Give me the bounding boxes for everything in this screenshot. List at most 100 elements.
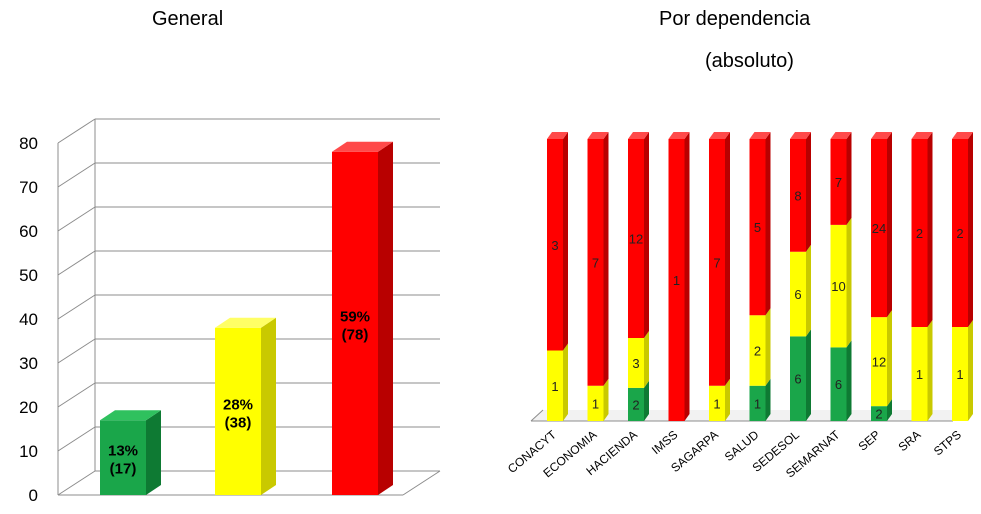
chart-title-por-dependencia: Por dependencia xyxy=(659,8,811,30)
stack-top xyxy=(911,132,933,139)
stack-top xyxy=(668,132,690,139)
segment-front xyxy=(911,139,928,327)
floor-left-edge xyxy=(530,409,544,422)
segment-front xyxy=(790,251,806,337)
stack-4 xyxy=(709,132,730,421)
y-tick-label: 40 xyxy=(19,310,38,329)
segment-data-label: 1 xyxy=(754,396,761,411)
bar-1 xyxy=(215,317,276,495)
segment-side xyxy=(563,343,568,421)
stack-0 xyxy=(547,132,568,421)
bar-front xyxy=(215,327,261,495)
segment-side xyxy=(563,132,568,351)
segment-front xyxy=(628,139,644,339)
segment-side xyxy=(927,132,933,327)
stack-top xyxy=(790,132,811,139)
chart-title-general: General xyxy=(152,8,224,30)
segment-data-label: 8 xyxy=(794,188,801,203)
segment-data-label: 2 xyxy=(916,226,923,241)
bar-0 xyxy=(100,410,161,495)
segment-data-label: 10 xyxy=(831,279,845,294)
stack-top xyxy=(709,132,730,139)
segment-front xyxy=(628,338,644,388)
y-tick-label: 60 xyxy=(19,222,38,241)
segment-side xyxy=(927,320,933,421)
segment-side xyxy=(887,310,892,407)
y-tick-label: 80 xyxy=(19,134,38,153)
segment-side xyxy=(725,378,730,421)
segment-front xyxy=(830,139,847,225)
segment-data-label: 12 xyxy=(629,232,643,247)
bar-top xyxy=(100,410,161,421)
grid-depth-line xyxy=(57,118,96,144)
segment-front xyxy=(749,139,766,316)
stack-5 xyxy=(749,132,771,421)
segment-data-label: 1 xyxy=(592,396,599,411)
segment-front xyxy=(790,139,806,252)
y-tick-label: 0 xyxy=(29,486,38,505)
segment-front xyxy=(547,350,563,421)
bar-data-label-pct: 59% xyxy=(340,308,370,325)
stack-top xyxy=(587,132,609,139)
stack-6 xyxy=(790,132,811,421)
segment-front xyxy=(911,327,928,421)
segment-data-label: 1 xyxy=(956,367,963,382)
segment-data-label: 2 xyxy=(754,344,761,359)
segment-front xyxy=(952,327,968,421)
segment-front xyxy=(790,336,806,421)
bar-side xyxy=(378,141,393,496)
segment-side xyxy=(968,320,973,421)
segment-front xyxy=(547,139,563,351)
segment-side xyxy=(765,378,771,421)
segment-side xyxy=(603,378,609,421)
bar-2 xyxy=(332,141,393,496)
y-tick-label: 30 xyxy=(19,354,38,373)
segment-data-label: 2 xyxy=(875,407,882,422)
chart-subtitle-absoluto: (absoluto) xyxy=(705,50,794,72)
stack-top xyxy=(871,132,892,139)
segment-data-label: 2 xyxy=(632,397,639,412)
stack-top xyxy=(749,132,771,139)
segment-data-label: 1 xyxy=(713,396,720,411)
bar-side xyxy=(146,410,161,495)
segment-side xyxy=(806,329,811,421)
segment-side xyxy=(644,132,649,339)
x-tick-label: SRA xyxy=(896,428,924,455)
segment-side xyxy=(765,308,771,386)
segment-front xyxy=(709,139,725,386)
y-tick-label: 20 xyxy=(19,398,38,417)
segment-side xyxy=(846,132,852,225)
segment-front xyxy=(871,139,887,318)
segment-data-label: 1 xyxy=(916,367,923,382)
grid-depth-line xyxy=(57,338,96,364)
segment-side xyxy=(806,132,811,252)
segment-data-label: 3 xyxy=(632,356,639,371)
stack-top xyxy=(952,132,973,139)
stack-3 xyxy=(668,132,690,421)
segment-front xyxy=(587,139,604,386)
bar-data-label-abs: (38) xyxy=(225,414,252,431)
segment-data-label: 12 xyxy=(872,355,886,370)
segment-side xyxy=(644,331,649,388)
bar-side xyxy=(261,317,276,495)
segment-data-label: 6 xyxy=(794,372,801,387)
segment-front xyxy=(871,317,887,407)
bar-data-label-abs: (17) xyxy=(110,461,137,478)
segment-front xyxy=(830,224,847,348)
stack-top xyxy=(830,132,852,139)
segment-data-label: 3 xyxy=(551,238,558,253)
segment-side xyxy=(846,340,852,421)
y-tick-label: 10 xyxy=(19,442,38,461)
grid-depth-line xyxy=(57,470,96,496)
x-tick-label: STPS xyxy=(931,428,964,459)
segment-side xyxy=(684,132,690,421)
segment-data-label: 6 xyxy=(794,287,801,302)
segment-data-label: 6 xyxy=(835,377,842,392)
chart-general: 0 10 20 30 40 50 60 70 80 13%(17) 28%(38) 59%(78) xyxy=(19,118,441,505)
bar-data-label-abs: (78) xyxy=(342,326,369,343)
bar-front xyxy=(332,151,378,496)
segment-front xyxy=(709,385,725,421)
segment-front xyxy=(830,347,847,421)
x-tick-label: SEP xyxy=(856,428,883,454)
